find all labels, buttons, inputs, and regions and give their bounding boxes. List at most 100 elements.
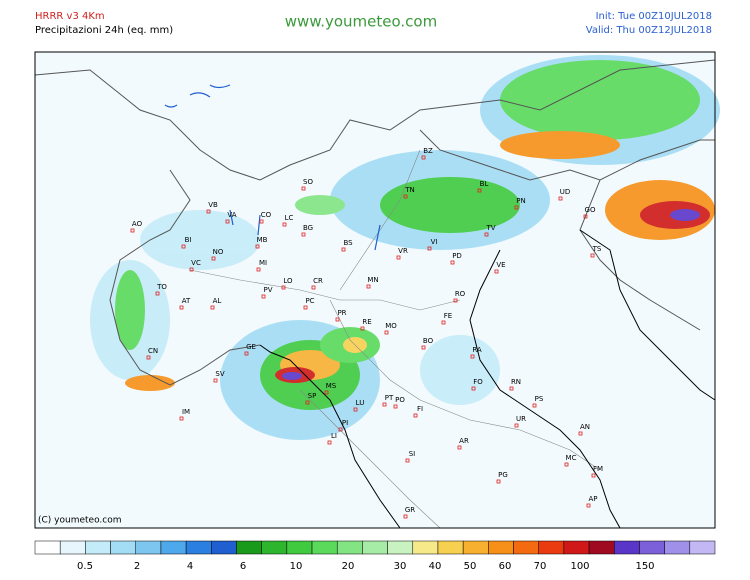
city-label: PR	[337, 309, 346, 317]
city-label: TV	[485, 224, 495, 232]
city-label: TO	[156, 283, 167, 291]
city-label: LU	[356, 399, 365, 407]
city-label: VC	[191, 259, 201, 267]
city-label: MC	[566, 454, 577, 462]
colorbar-swatch	[34, 540, 61, 555]
colorbar-tick-label: 50	[464, 561, 477, 572]
city-label: AR	[459, 437, 469, 445]
city-label: PV	[263, 286, 272, 294]
colorbar-swatch	[437, 540, 464, 555]
city-label: PD	[452, 252, 462, 260]
city-marker	[403, 514, 408, 519]
city-marker	[189, 267, 194, 272]
city-marker	[494, 269, 499, 274]
city-label: AO	[132, 220, 143, 228]
colorbar-tick-label: 40	[429, 561, 442, 572]
city-marker	[360, 326, 365, 331]
city-label: GO	[585, 206, 596, 214]
city-marker	[282, 222, 287, 227]
city-marker	[470, 354, 475, 359]
colorbar-swatch	[185, 540, 212, 555]
city-marker	[327, 440, 332, 445]
city-label: AT	[182, 297, 191, 305]
city-label: PO	[395, 396, 405, 404]
city-label: AP	[588, 495, 597, 503]
city-label: GR	[405, 506, 415, 514]
city-marker	[457, 445, 462, 450]
city-marker	[421, 345, 426, 350]
city-label: LO	[283, 277, 293, 285]
city-marker	[405, 458, 410, 463]
colorbar-swatch	[261, 540, 288, 555]
city-marker	[301, 186, 306, 191]
city-marker	[301, 232, 306, 237]
city-label: BG	[303, 224, 313, 232]
city-label: SO	[303, 178, 313, 186]
city-labels: BZ SO TN BL UD PN AO VB VA CO LC BG GO TS BI NO MB BS VR VI…	[130, 147, 603, 519]
city-label: FM	[593, 465, 603, 473]
city-marker	[453, 298, 458, 303]
city-marker	[396, 255, 401, 260]
colorbar-swatch	[336, 540, 363, 555]
colorbar-swatch	[362, 540, 388, 555]
city-marker	[484, 232, 489, 237]
colorbar-swatch	[211, 540, 237, 555]
colorbar-swatch	[462, 540, 489, 555]
city-marker	[532, 403, 537, 408]
city-marker	[477, 188, 482, 193]
city-marker	[403, 194, 408, 199]
city-label: UR	[516, 415, 526, 423]
city-label: AN	[580, 423, 590, 431]
city-label: LC	[285, 214, 294, 222]
colorbar-swatch	[513, 540, 539, 555]
init-time: Init: Tue 00Z10JUL2018	[596, 11, 712, 22]
city-marker	[338, 427, 343, 432]
city-marker	[324, 390, 329, 395]
colorbar-tick-label: 60	[499, 561, 512, 572]
city-label: CR	[313, 277, 323, 285]
city-label: PT	[385, 394, 394, 402]
city-label: TN	[404, 186, 415, 194]
city-label: GE	[246, 343, 256, 351]
valid-time: Valid: Thu 00Z12JUL2018	[586, 25, 712, 36]
city-label: CN	[148, 347, 158, 355]
colorbar-swatch	[59, 540, 86, 555]
city-marker	[146, 355, 151, 360]
colorbar-swatch	[563, 540, 590, 555]
colorbar-tick-label: 6	[240, 561, 246, 572]
city-marker	[413, 413, 418, 418]
city-marker	[382, 402, 387, 407]
colorbar-swatch	[311, 540, 338, 555]
city-marker	[509, 386, 514, 391]
city-marker	[341, 247, 346, 252]
copyright: (C) youmeteo.com	[38, 516, 122, 526]
city-label: VB	[208, 201, 218, 209]
city-label: UD	[560, 188, 571, 196]
city-marker	[583, 214, 588, 219]
city-marker	[427, 246, 432, 251]
city-label: VI	[431, 238, 438, 246]
city-label: RE	[362, 318, 371, 326]
city-marker	[179, 416, 184, 421]
city-marker	[206, 209, 211, 214]
map: BZ SO TN BL UD PN AO VB VA CO LC BG GO TS BI NO MB BS VR VI…	[34, 51, 720, 529]
city-marker	[213, 378, 218, 383]
city-marker	[255, 244, 260, 249]
model-label: HRRR v3 4Km	[35, 11, 105, 22]
city-marker	[305, 400, 310, 405]
colorbar-swatch	[135, 540, 162, 555]
city-marker	[393, 404, 398, 409]
colorbar-swatch	[412, 540, 439, 555]
city-label: PN	[516, 197, 525, 205]
city-label: SV	[215, 370, 224, 378]
colorbar-swatch	[110, 540, 136, 555]
city-marker	[281, 285, 286, 290]
colorbar-tick-label: 0.5	[77, 561, 93, 572]
city-label: RA	[472, 346, 482, 354]
city-marker	[496, 479, 501, 484]
city-marker	[384, 330, 389, 335]
city-label: RN	[511, 378, 521, 386]
city-label: BI	[185, 236, 192, 244]
